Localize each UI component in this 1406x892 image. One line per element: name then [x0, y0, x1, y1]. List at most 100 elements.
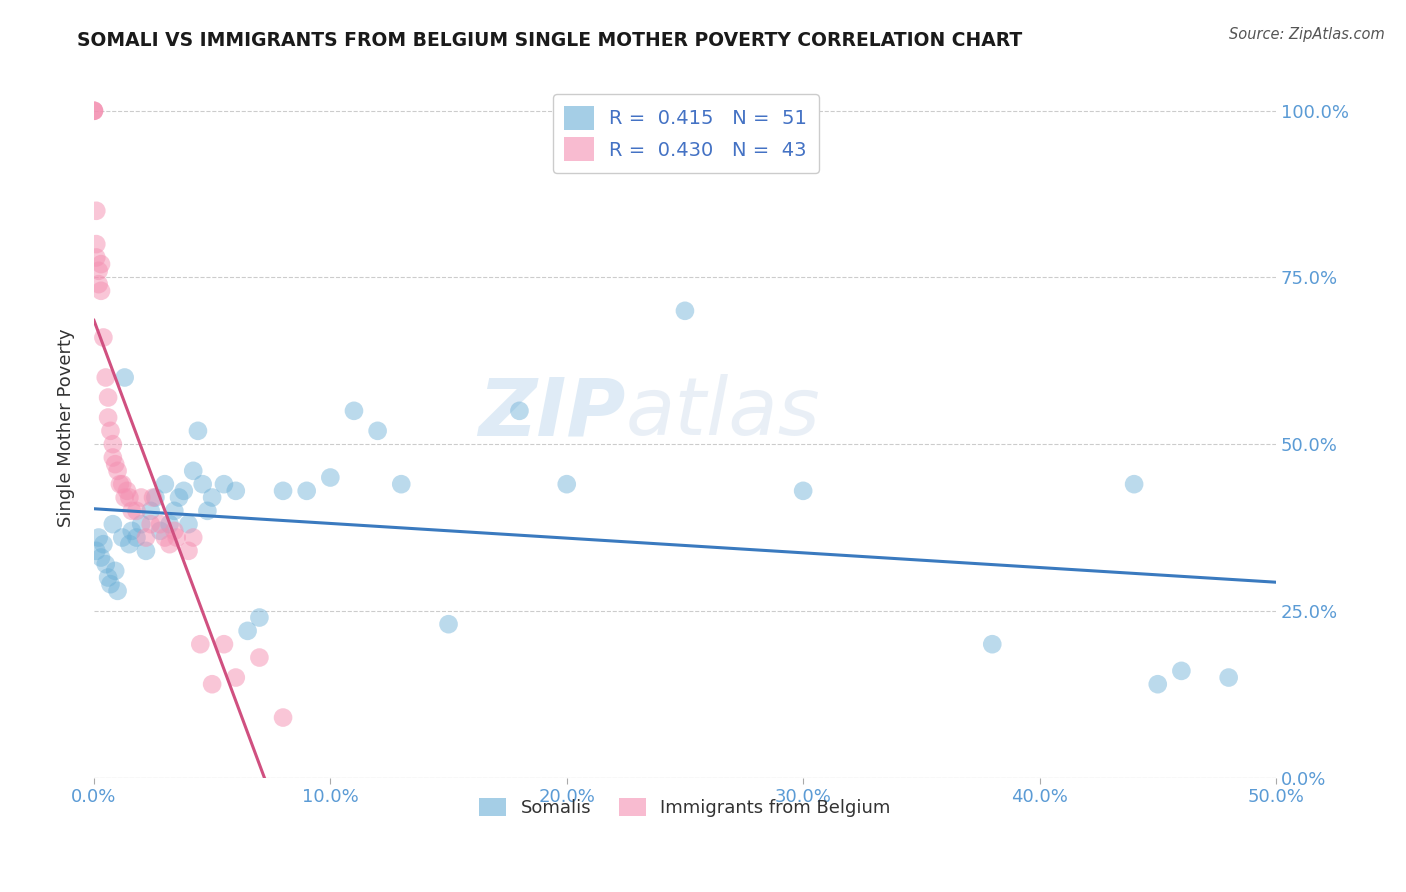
Point [97, 570, 120, 584]
Point [343, 404, 366, 418]
Point [129, 517, 152, 532]
Point [163, 524, 186, 538]
Point [135, 544, 157, 558]
Point [1170, 664, 1192, 678]
Point [104, 564, 127, 578]
Point [121, 524, 143, 538]
Point [139, 504, 162, 518]
Y-axis label: Single Mother Poverty: Single Mother Poverty [58, 328, 75, 527]
Point [108, 477, 131, 491]
Point [295, 483, 318, 498]
Point [93, 330, 115, 344]
Point [271, 483, 294, 498]
Point [83, 103, 105, 118]
Point [84, 544, 107, 558]
Point [125, 504, 148, 518]
Point [101, 437, 124, 451]
Point [792, 483, 814, 498]
Point [167, 491, 190, 505]
Point [111, 531, 134, 545]
Point [153, 477, 176, 491]
Point [1218, 671, 1240, 685]
Point [107, 464, 129, 478]
Point [97, 410, 120, 425]
Point [111, 477, 134, 491]
Point [236, 624, 259, 638]
Point [125, 531, 148, 545]
Point [107, 583, 129, 598]
Text: Source: ZipAtlas.com: Source: ZipAtlas.com [1229, 27, 1385, 42]
Point [191, 477, 214, 491]
Point [159, 537, 181, 551]
Point [114, 370, 136, 384]
Text: SOMALI VS IMMIGRANTS FROM BELGIUM SINGLE MOTHER POVERTY CORRELATION CHART: SOMALI VS IMMIGRANTS FROM BELGIUM SINGLE… [77, 31, 1022, 50]
Point [981, 637, 1004, 651]
Point [187, 424, 209, 438]
Point [437, 617, 460, 632]
Point [90, 550, 112, 565]
Point [319, 470, 342, 484]
Point [87, 277, 110, 292]
Point [104, 457, 127, 471]
Point [173, 483, 195, 498]
Point [508, 404, 530, 418]
Point [83, 103, 105, 118]
Point [249, 610, 271, 624]
Point [159, 517, 181, 532]
Point [101, 450, 124, 465]
Point [1123, 477, 1146, 491]
Point [188, 637, 211, 651]
Point [163, 504, 186, 518]
Point [97, 391, 120, 405]
Point [94, 370, 117, 384]
Point [181, 531, 204, 545]
Point [153, 531, 176, 545]
Point [90, 257, 112, 271]
Point [145, 491, 167, 505]
Point [121, 504, 143, 518]
Point [212, 477, 235, 491]
Point [118, 537, 141, 551]
Point [87, 264, 110, 278]
Point [271, 710, 294, 724]
Point [129, 491, 152, 505]
Point [201, 491, 224, 505]
Point [225, 671, 247, 685]
Point [149, 517, 172, 532]
Text: atlas: atlas [626, 375, 821, 452]
Point [149, 524, 172, 538]
Point [389, 477, 412, 491]
Point [555, 477, 578, 491]
Point [115, 483, 138, 498]
Point [367, 424, 389, 438]
Point [94, 558, 117, 572]
Point [84, 203, 107, 218]
Point [212, 637, 235, 651]
Point [166, 531, 188, 545]
Legend: Somalis, Immigrants from Belgium: Somalis, Immigrants from Belgium [472, 790, 898, 824]
Point [177, 517, 200, 532]
Point [177, 544, 200, 558]
Text: ZIP: ZIP [478, 375, 626, 452]
Point [114, 491, 136, 505]
Point [84, 237, 107, 252]
Point [93, 537, 115, 551]
Point [135, 531, 157, 545]
Point [197, 504, 219, 518]
Point [118, 491, 141, 505]
Point [201, 677, 224, 691]
Point [181, 464, 204, 478]
Point [87, 531, 110, 545]
Point [90, 284, 112, 298]
Point [225, 483, 247, 498]
Point [142, 491, 165, 505]
Point [249, 650, 271, 665]
Point [101, 517, 124, 532]
Point [100, 577, 122, 591]
Point [84, 251, 107, 265]
Point [83, 103, 105, 118]
Point [139, 517, 162, 532]
Point [673, 303, 696, 318]
Point [1146, 677, 1168, 691]
Point [100, 424, 122, 438]
